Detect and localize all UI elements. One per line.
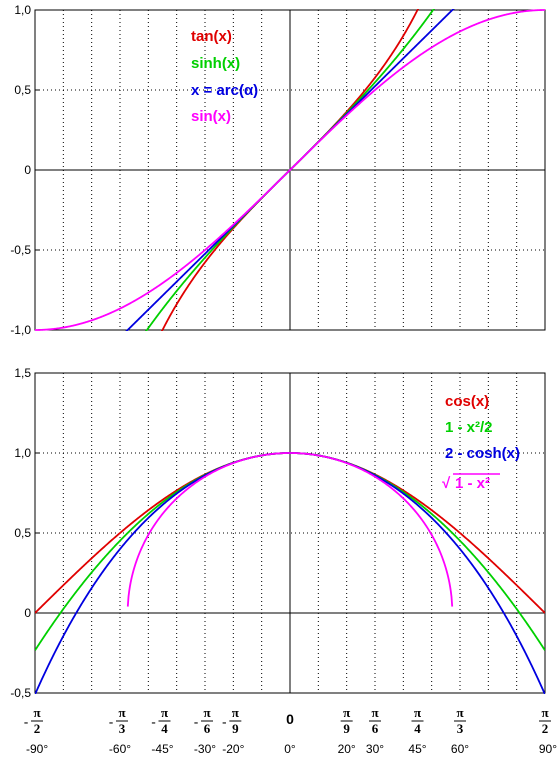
- x-tick-num: π: [232, 705, 239, 720]
- x-tick-degree: 60°: [451, 742, 469, 756]
- x-tick-degree: 45°: [408, 742, 426, 756]
- series-group: [35, 9, 545, 331]
- legend-entry: x = arc(α): [191, 82, 258, 99]
- y-tick-label: 0: [24, 606, 31, 620]
- legend-entry: 1 - x²: [455, 475, 490, 492]
- x-tick-sign: -: [194, 714, 198, 729]
- series-line-sin: [35, 9, 545, 331]
- series-group: [35, 452, 545, 694]
- y-tick-label: 0,5: [14, 526, 31, 540]
- x-tick-den: 9: [343, 721, 350, 736]
- legend-radical: √: [442, 475, 451, 492]
- chart-1: 1,0 0,5 0 -0,5 -1,0 tan(x) sinh(x) x = arc(α) si…: [10, 3, 546, 337]
- x-tick-sign: -: [151, 714, 155, 729]
- x-tick-den: 4: [414, 721, 421, 736]
- x-tick-num: π: [371, 705, 378, 720]
- x-tick-den: 3: [457, 721, 464, 736]
- plot-frame: [34, 372, 546, 694]
- y-tick-label: 1,0: [14, 446, 31, 460]
- x-tick-den: 6: [204, 721, 211, 736]
- y-tick-label: 1,5: [14, 366, 31, 380]
- x-tick: -π2 -90°: [24, 705, 49, 756]
- legend-entry: sinh(x): [191, 55, 240, 72]
- x-tick-degree: -30°: [194, 742, 216, 756]
- x-tick: -π6 -30°: [194, 705, 216, 756]
- x-tick-den: 9: [232, 721, 239, 736]
- y-tick-label: -0,5: [10, 686, 31, 700]
- x-tick-degree: 0°: [284, 742, 296, 756]
- x-tick-sign: -: [222, 714, 226, 729]
- x-tick-sign: -: [24, 714, 28, 729]
- x-tick-num: π: [414, 705, 421, 720]
- x-tick-den: 2: [542, 721, 549, 736]
- legend-entry: cos(x): [445, 393, 489, 410]
- y-tick-label: 0,5: [14, 83, 31, 97]
- x-tick: -π3 -60°: [109, 705, 131, 756]
- legend-entry: tan(x): [191, 28, 232, 45]
- x-tick-degree: -60°: [109, 742, 131, 756]
- x-tick-num: π: [161, 705, 168, 720]
- x-tick: -π9 -20°: [222, 705, 244, 756]
- x-tick-den: 2: [34, 721, 41, 736]
- legend-entry: 1 - x²/2: [445, 419, 493, 436]
- x-tick-degree: -20°: [222, 742, 244, 756]
- x-tick: -π4 -45°: [151, 705, 173, 756]
- x-tick: 0 0°: [284, 711, 296, 756]
- y-tick-label: 0: [24, 163, 31, 177]
- x-tick-degree: 30°: [366, 742, 384, 756]
- x-tick-degree: -90°: [26, 742, 48, 756]
- plot-frame: [34, 9, 546, 331]
- x-tick: π6 30°: [366, 705, 384, 756]
- chart-2: 1,5 1,0 0,5 0 -0,5 cos(x) 1 - x²/2 2 - cosh(x) √…: [10, 366, 557, 756]
- x-tick-degree: 20°: [338, 742, 356, 756]
- x-tick-labels: -π2-90°-π3-60°-π4-45°-π6-30°-π9-20°00°π9…: [24, 705, 557, 756]
- x-tick-num: π: [541, 705, 548, 720]
- x-tick-num: π: [33, 705, 40, 720]
- x-tick-degree: 90°: [539, 742, 557, 756]
- legend: tan(x) sinh(x) x = arc(α) sin(x): [191, 28, 258, 125]
- x-tick-den: 6: [372, 721, 379, 736]
- grid-horizontal: [35, 89, 545, 251]
- x-tick: π2 90°: [539, 705, 557, 756]
- x-tick-num: π: [456, 705, 463, 720]
- x-tick: π4 45°: [408, 705, 426, 756]
- series-line-sqrt: [126, 452, 454, 607]
- x-tick-den: 3: [119, 721, 126, 736]
- y-tick-label: 1,0: [14, 3, 31, 17]
- x-tick-num: π: [118, 705, 125, 720]
- legend-entry: sin(x): [191, 108, 231, 125]
- y-tick-label: -1,0: [10, 323, 31, 337]
- legend: cos(x) 1 - x²/2 2 - cosh(x) √ 1 - x²: [442, 393, 520, 492]
- x-tick-den: 4: [161, 721, 168, 736]
- x-tick-zero: 0: [286, 711, 294, 727]
- legend-entry: 2 - cosh(x): [445, 445, 520, 462]
- x-tick-num: π: [343, 705, 350, 720]
- y-tick-label: -0,5: [10, 243, 31, 257]
- x-tick: π9 20°: [338, 705, 356, 756]
- x-tick-degree: -45°: [151, 742, 173, 756]
- x-tick-num: π: [203, 705, 210, 720]
- x-tick: π3 60°: [451, 705, 469, 756]
- x-tick-sign: -: [109, 714, 113, 729]
